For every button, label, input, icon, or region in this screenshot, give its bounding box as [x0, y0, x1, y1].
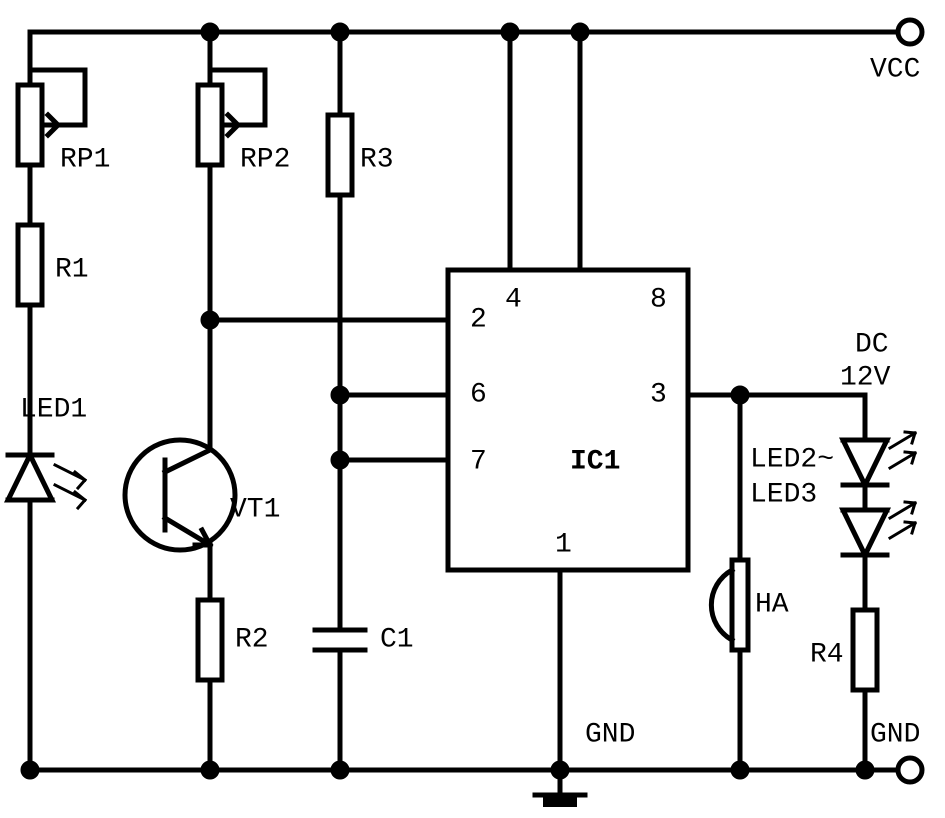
- ic-pin-8: 8: [650, 285, 667, 316]
- r1-body: [18, 225, 42, 305]
- label-rp1: RP1: [60, 145, 110, 176]
- label-c1: C1: [380, 625, 414, 656]
- label-vcc: VCC: [870, 55, 920, 86]
- junction-top-2: [333, 25, 347, 39]
- r2-body: [198, 600, 222, 680]
- ha-symbol: [711, 560, 748, 650]
- junction-top-4: [573, 25, 587, 39]
- ic-pin-1: 1: [555, 530, 572, 561]
- junction-bot-5: [733, 763, 747, 777]
- junction-bot-2: [203, 763, 217, 777]
- label-gnd-inner: GND: [585, 720, 635, 751]
- junction-top-3: [503, 25, 517, 39]
- label-gnd: GND: [870, 720, 920, 751]
- label-dc-1: DC: [855, 330, 889, 361]
- label-led2-b: LED3: [750, 480, 817, 511]
- c1-symbol: [315, 630, 365, 650]
- terminal-gnd: [898, 758, 922, 782]
- ic-pin-2: 2: [470, 305, 487, 336]
- junction-bot-6: [858, 763, 872, 777]
- label-led1: LED1: [20, 395, 87, 426]
- led1-symbol: [8, 455, 85, 508]
- label-r3: R3: [360, 145, 394, 176]
- junction-top-1: [203, 25, 217, 39]
- label-vt1: VT1: [230, 495, 280, 526]
- label-rp2: RP2: [240, 145, 290, 176]
- led3-symbol: [843, 502, 915, 555]
- ic-pin-7: 7: [470, 447, 487, 478]
- junction-bot-1: [23, 763, 37, 777]
- ic-pin-4: 4: [505, 285, 522, 316]
- ic-pin-3: 3: [650, 380, 667, 411]
- ic-pin-6: 6: [470, 380, 487, 411]
- rp2-body: [198, 85, 222, 165]
- led2-symbol: [843, 432, 915, 485]
- r4-body: [853, 610, 877, 690]
- label-ha: HA: [755, 590, 789, 621]
- junction-bot-3: [333, 763, 347, 777]
- label-r2: R2: [235, 625, 269, 656]
- label-ic1: IC1: [570, 447, 620, 478]
- terminal-vcc: [898, 20, 922, 44]
- r3-body: [328, 115, 352, 195]
- label-r4: R4: [810, 640, 844, 671]
- label-r1: R1: [55, 255, 89, 286]
- vt1-symbol: [125, 440, 235, 550]
- label-dc-2: 12V: [840, 363, 891, 394]
- circuit-diagram: VCC GND GND DC 12V RP1 RP2 R3 R1 LED1 VT…: [0, 0, 945, 818]
- label-led2-a: LED2~: [750, 445, 834, 476]
- rp1-body: [18, 85, 42, 165]
